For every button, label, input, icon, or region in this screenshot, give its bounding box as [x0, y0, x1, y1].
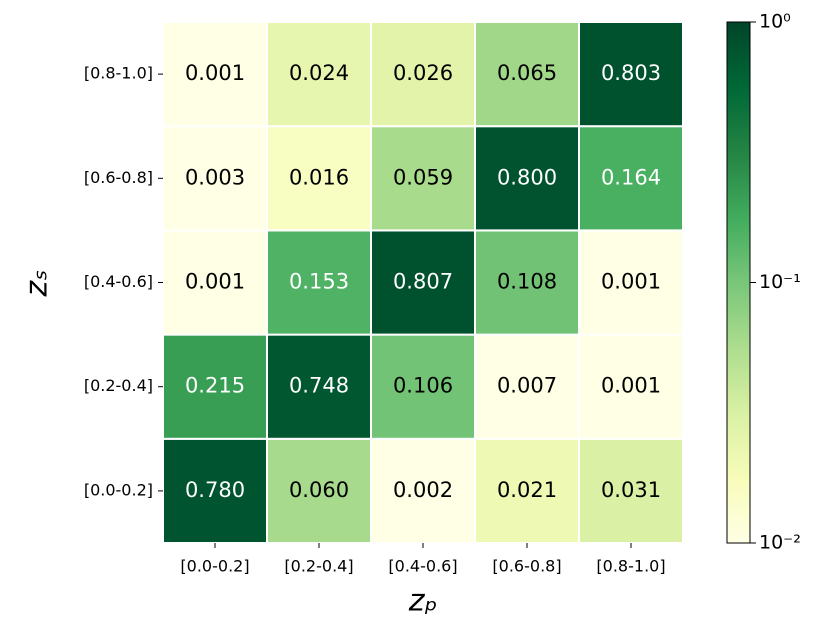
cell-label: 0.021 [497, 478, 557, 502]
heatmap-cell [162, 437, 268, 544]
heatmap-cell [370, 125, 476, 232]
cell-label: 0.001 [601, 270, 661, 294]
y-tick-label: [0.0-0.2] [84, 480, 153, 499]
y-tick-label: [0.6-0.8] [84, 168, 153, 187]
colorbar [726, 21, 751, 544]
x-tick-label: [0.4-0.6] [388, 557, 457, 576]
cell-label: 0.002 [393, 478, 453, 502]
cell-label: 0.003 [185, 165, 245, 189]
heatmap-cell [474, 333, 580, 440]
cell-label: 0.024 [289, 61, 349, 85]
x-tick-label: [0.2-0.4] [284, 557, 353, 576]
heatmap-cell [266, 21, 372, 128]
cell-label: 0.108 [497, 270, 557, 294]
cell-label: 0.153 [289, 270, 349, 294]
cell-label: 0.001 [185, 270, 245, 294]
colorbar-tick-label: 10⁻² [759, 532, 801, 554]
cell-label: 0.780 [185, 478, 245, 502]
heatmap-cell [370, 229, 476, 336]
cell-label: 0.031 [601, 478, 661, 502]
heatmap-cell [266, 125, 372, 232]
cell-label: 0.059 [393, 165, 453, 189]
heatmap-cell [266, 229, 372, 336]
cell-label: 0.016 [289, 165, 349, 189]
cell-label: 0.215 [185, 374, 245, 398]
cell-label: 0.800 [497, 165, 557, 189]
y-tick-label: [0.8-1.0] [84, 64, 153, 83]
cell-label: 0.060 [289, 478, 349, 502]
heatmap-cell [266, 437, 372, 544]
x-axis-label: zₚ [408, 584, 438, 619]
y-tick-label: [0.2-0.4] [84, 376, 153, 395]
cell-label: 0.803 [601, 61, 661, 85]
y-axis-label: zₛ [20, 270, 55, 298]
cell-label: 0.106 [393, 374, 453, 398]
heatmap-cell [474, 125, 580, 232]
colorbar-tick-label: 10⁻¹ [759, 271, 801, 293]
heatmap-cell [266, 333, 372, 440]
cell-label: 0.026 [393, 61, 453, 85]
heatmap-cell [578, 229, 684, 336]
y-tick-label: [0.4-0.6] [84, 272, 153, 291]
cell-label: 0.007 [497, 374, 557, 398]
heatmap-cell [578, 333, 684, 440]
heatmap-cell [162, 21, 268, 128]
x-tick-label: [0.0-0.2] [180, 557, 249, 576]
x-tick-label: [0.8-1.0] [596, 557, 665, 576]
cell-label: 0.001 [185, 61, 245, 85]
heatmap-cell [370, 21, 476, 128]
x-tick-label: [0.6-0.8] [492, 557, 561, 576]
colorbar-tick-label: 10⁰ [759, 11, 791, 33]
heatmap-cell [370, 333, 476, 440]
heatmap-cell [578, 125, 684, 232]
heatmap-cell [578, 21, 684, 128]
cell-label: 0.164 [601, 165, 661, 189]
cell-label: 0.065 [497, 61, 557, 85]
cell-label: 0.807 [393, 270, 453, 294]
cell-label: 0.748 [289, 374, 349, 398]
cell-label: 0.001 [601, 374, 661, 398]
